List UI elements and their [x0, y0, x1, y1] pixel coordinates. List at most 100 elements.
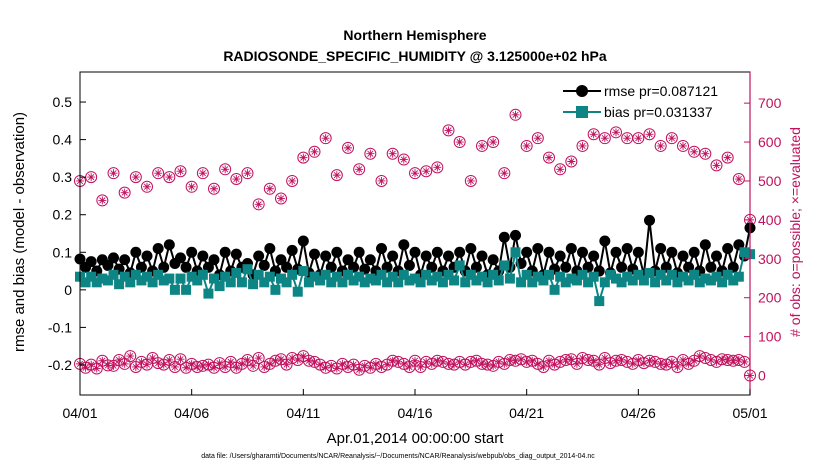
obs-asterisk [237, 359, 246, 368]
obs-asterisk [723, 153, 732, 162]
obs-asterisk [427, 359, 436, 368]
rmse-point [364, 254, 376, 266]
obs-point [364, 147, 377, 160]
rmse-point [699, 239, 711, 251]
rmse-point [320, 250, 332, 262]
obs-asterisk [371, 359, 380, 368]
obs-circle [453, 136, 466, 149]
obs-point [431, 161, 444, 174]
bias-point [130, 269, 141, 280]
bias-point [544, 269, 554, 280]
obs-asterisk [198, 169, 207, 178]
obs-asterisk [612, 128, 620, 137]
bias-point [236, 277, 247, 288]
bias-point [398, 269, 409, 280]
y-tick-label: 0.3 [53, 169, 73, 185]
obs-point [280, 358, 293, 371]
obs-asterisk [98, 196, 107, 205]
obs-asterisk [115, 355, 124, 364]
rmse-point [705, 261, 717, 273]
bias-point [203, 288, 214, 299]
obs-asterisk [388, 149, 397, 158]
bias-point [510, 247, 521, 258]
bias-point [739, 247, 750, 258]
bias-point [493, 275, 504, 286]
obs-circle [118, 186, 131, 199]
bias-point [276, 273, 286, 284]
obs-circle [163, 171, 176, 184]
obs-circle [118, 357, 131, 370]
obs-circle [543, 151, 555, 164]
x-axis-label: Apr.01,2014 00:00:00 start [327, 430, 505, 447]
obs-asterisk [344, 362, 352, 371]
bias-point [678, 271, 688, 282]
bias-point [432, 271, 443, 282]
obs-circle [677, 139, 689, 152]
y-tick-label-right: 600 [758, 134, 782, 150]
obs-asterisk [444, 126, 453, 135]
obs-asterisk [299, 352, 308, 361]
obs-asterisk [210, 363, 218, 372]
obs-asterisk [187, 359, 196, 368]
obs-circle [330, 169, 343, 182]
obs-asterisk [249, 361, 258, 370]
obs-asterisk [645, 130, 654, 139]
obs-asterisk [701, 149, 710, 158]
rmse-point [431, 246, 443, 258]
bias-point [689, 269, 700, 280]
bias-point [722, 269, 733, 280]
obs-asterisk [165, 355, 174, 364]
rmse-point [230, 248, 242, 260]
obs-point [721, 151, 734, 164]
x-tick-label: 05/01 [732, 405, 767, 421]
bias-point [320, 269, 331, 280]
chart-subtitle: RADIOSONDE_SPECIFIC_HUMIDITY @ 3.125000e… [223, 48, 607, 64]
obs-asterisk [338, 359, 347, 368]
obs-point [520, 139, 533, 152]
y-tick-label: -0.1 [48, 319, 72, 335]
obs-circle [275, 192, 287, 205]
bias-point [532, 271, 543, 282]
bias-point [387, 271, 398, 282]
bias-point [571, 275, 582, 286]
obs-asterisk [634, 355, 643, 364]
bias-point [147, 277, 158, 288]
bias-point [331, 271, 342, 282]
obs-asterisk [260, 362, 269, 371]
obs-point [252, 198, 265, 211]
y-tick-label-right: 100 [758, 329, 782, 345]
bias-point [393, 277, 404, 288]
obs-circle [174, 165, 187, 178]
obs-asterisk [712, 357, 721, 366]
obs-circle [152, 167, 165, 180]
obs-asterisk [377, 362, 386, 371]
obs-asterisk [87, 173, 96, 182]
bias-point [248, 279, 259, 290]
y-tick-label: -0.2 [48, 357, 72, 373]
rmse-point [102, 259, 114, 271]
obs-asterisk [176, 167, 185, 176]
obs-asterisk [500, 169, 509, 178]
obs-asterisk [299, 153, 308, 162]
obs-asterisk [567, 355, 576, 364]
obs-circle [286, 174, 299, 187]
obs-asterisk [489, 361, 498, 370]
bias-point [136, 275, 147, 286]
obs-asterisk [221, 165, 230, 174]
obs-point [241, 167, 254, 180]
obs-point [453, 136, 466, 149]
obs-asterisk [120, 188, 129, 197]
rmse-point [616, 261, 628, 273]
bias-point [555, 271, 566, 282]
obs-point [498, 167, 511, 180]
obs-point [710, 159, 723, 172]
legend: rmse pr=0.087121 bias pr=0.031337 [558, 78, 730, 124]
obs-asterisk [310, 147, 319, 156]
obs-asterisk [176, 355, 185, 364]
obs-point [476, 139, 488, 152]
rmse-point [403, 259, 415, 271]
obs-point [643, 128, 656, 141]
obs-point [632, 132, 645, 145]
obs-asterisk [377, 176, 386, 185]
